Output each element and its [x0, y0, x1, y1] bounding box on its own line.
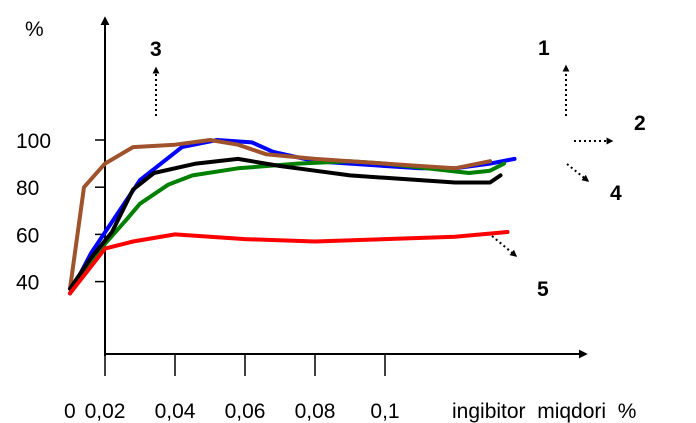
x-tick-label: 0,1 — [370, 400, 399, 423]
y-tick-label: 40 — [16, 272, 39, 295]
y-tick-label: 80 — [16, 177, 39, 200]
x-tick-label: 0,02 — [85, 400, 126, 423]
series-line-5 — [68, 230, 510, 296]
x-origin-label: 0 — [64, 400, 76, 423]
x-tick-label: 0,06 — [225, 400, 266, 423]
series-line-2 — [68, 159, 506, 291]
y-tick-label: 60 — [16, 224, 39, 247]
series-line-4 — [68, 156, 503, 291]
x-tick-label: 0,08 — [295, 400, 336, 423]
curve-label-3: 3 — [150, 38, 162, 61]
curve-label-5: 5 — [537, 278, 549, 301]
curve-labels: 1 2 3 4 5 — [150, 37, 646, 301]
pointer-arrow-4 — [566, 163, 590, 182]
y-unit-label: % — [25, 18, 44, 41]
curve-label-1: 1 — [538, 37, 550, 60]
pointer-arrow-5 — [491, 235, 518, 257]
x-axis-title: ingibitor miqdori % — [452, 400, 636, 423]
y-tick-label: 100 — [16, 130, 51, 153]
series-line-3 — [68, 138, 492, 291]
curve-label-4: 4 — [610, 182, 622, 205]
x-tick-label: 0,04 — [155, 400, 196, 423]
curve-label-2: 2 — [634, 112, 646, 135]
